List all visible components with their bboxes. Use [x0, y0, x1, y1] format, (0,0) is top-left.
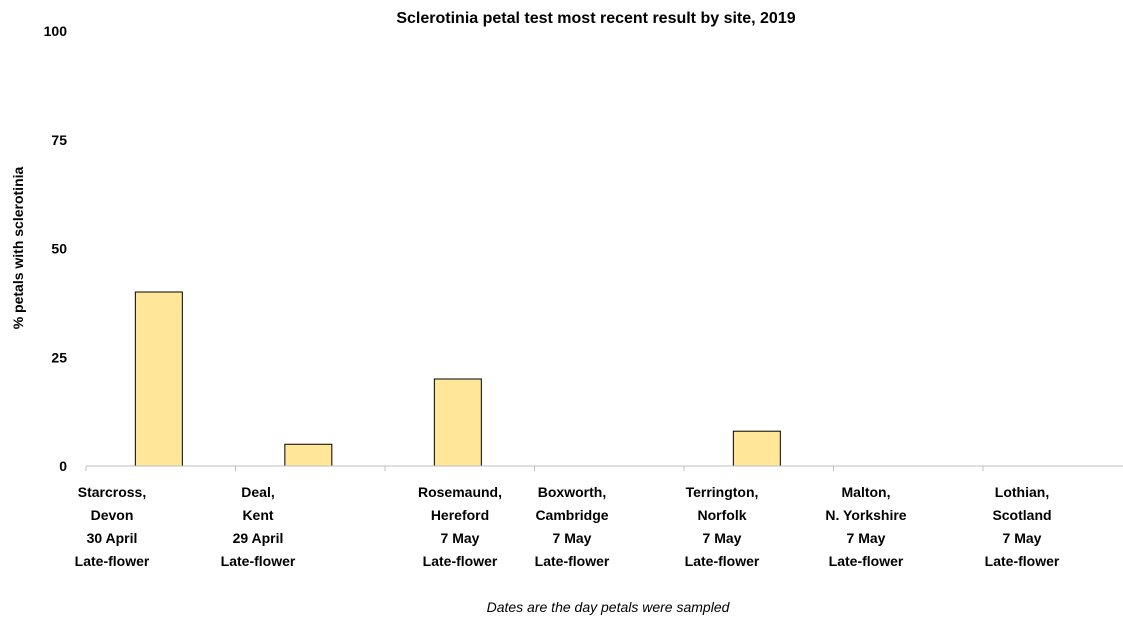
- y-tick-label: 25: [51, 349, 67, 365]
- x-tick-label: Boxworth, Cambridge 7 May Late-flower: [535, 484, 610, 569]
- x-tick-label-line: 7 May: [847, 530, 886, 546]
- x-tick-label: Malton, N. Yorkshire 7 May Late-flower: [825, 484, 906, 569]
- x-tick-label: Deal, Kent 29 April Late-flower: [221, 484, 296, 569]
- bar: [284, 443, 333, 467]
- x-tick-label-line: Terrington,: [686, 484, 759, 500]
- x-tick-label: Rosemaund, Hereford 7 May Late-flower: [418, 484, 502, 569]
- x-tick-label: Lothian, Scotland 7 May Late-flower: [985, 484, 1060, 569]
- x-tick-label-line: Devon: [91, 507, 134, 523]
- chart-title: Sclerotinia petal test most recent resul…: [396, 10, 795, 27]
- x-tick-label-line: 7 May: [553, 530, 592, 546]
- bars: [134, 291, 781, 467]
- bar: [134, 291, 183, 467]
- y-tick-label: 75: [51, 132, 67, 148]
- x-tick-label-line: 7 May: [703, 530, 742, 546]
- x-tick-label: Terrington, Norfolk 7 May Late-flower: [685, 484, 760, 569]
- y-tick-label: 50: [51, 241, 67, 257]
- x-tick-label-line: Malton,: [842, 484, 891, 500]
- x-tick-label-line: 30 April: [87, 530, 138, 546]
- x-tick-label-line: Late-flower: [75, 553, 150, 569]
- y-axis-label: % petals with sclerotinia: [10, 166, 26, 329]
- x-tick-label-line: Late-flower: [829, 553, 904, 569]
- x-tick-label-line: Late-flower: [221, 553, 296, 569]
- bar: [732, 430, 781, 467]
- x-tick-label-line: Norfolk: [698, 507, 747, 523]
- bar: [433, 378, 482, 467]
- x-tick-label-line: Hereford: [431, 507, 489, 523]
- x-tick-label-line: Deal,: [241, 484, 274, 500]
- x-tick-label-line: N. Yorkshire: [825, 507, 906, 523]
- x-tick-label-line: Late-flower: [685, 553, 760, 569]
- x-axis-ticks: Starcross, Devon 30 April Late-flower Deal, K…: [75, 466, 1060, 569]
- x-tick-label-line: Cambridge: [535, 507, 608, 523]
- x-tick-label-line: Late-flower: [985, 553, 1060, 569]
- x-tick-label-line: Starcross,: [78, 484, 146, 500]
- x-tick-label: Starcross, Devon 30 April Late-flower: [75, 484, 150, 569]
- footnote: Dates are the day petals were sampled: [487, 599, 731, 615]
- y-tick-label: 0: [59, 458, 67, 474]
- x-tick-label-line: Boxworth,: [538, 484, 606, 500]
- x-tick-label-line: 7 May: [1003, 530, 1042, 546]
- x-tick-label-line: 7 May: [441, 530, 480, 546]
- x-tick-label-line: 29 April: [233, 530, 284, 546]
- y-axis-ticks: 0 25 50 75 100: [44, 23, 68, 474]
- x-tick-label-line: Scotland: [992, 507, 1051, 523]
- y-tick-label: 100: [44, 23, 68, 39]
- x-tick-label-line: Rosemaund,: [418, 484, 502, 500]
- x-tick-label-line: Kent: [242, 507, 273, 523]
- x-tick-label-line: Lothian,: [995, 484, 1049, 500]
- x-tick-label-line: Late-flower: [535, 553, 610, 569]
- x-tick-label-line: Late-flower: [423, 553, 498, 569]
